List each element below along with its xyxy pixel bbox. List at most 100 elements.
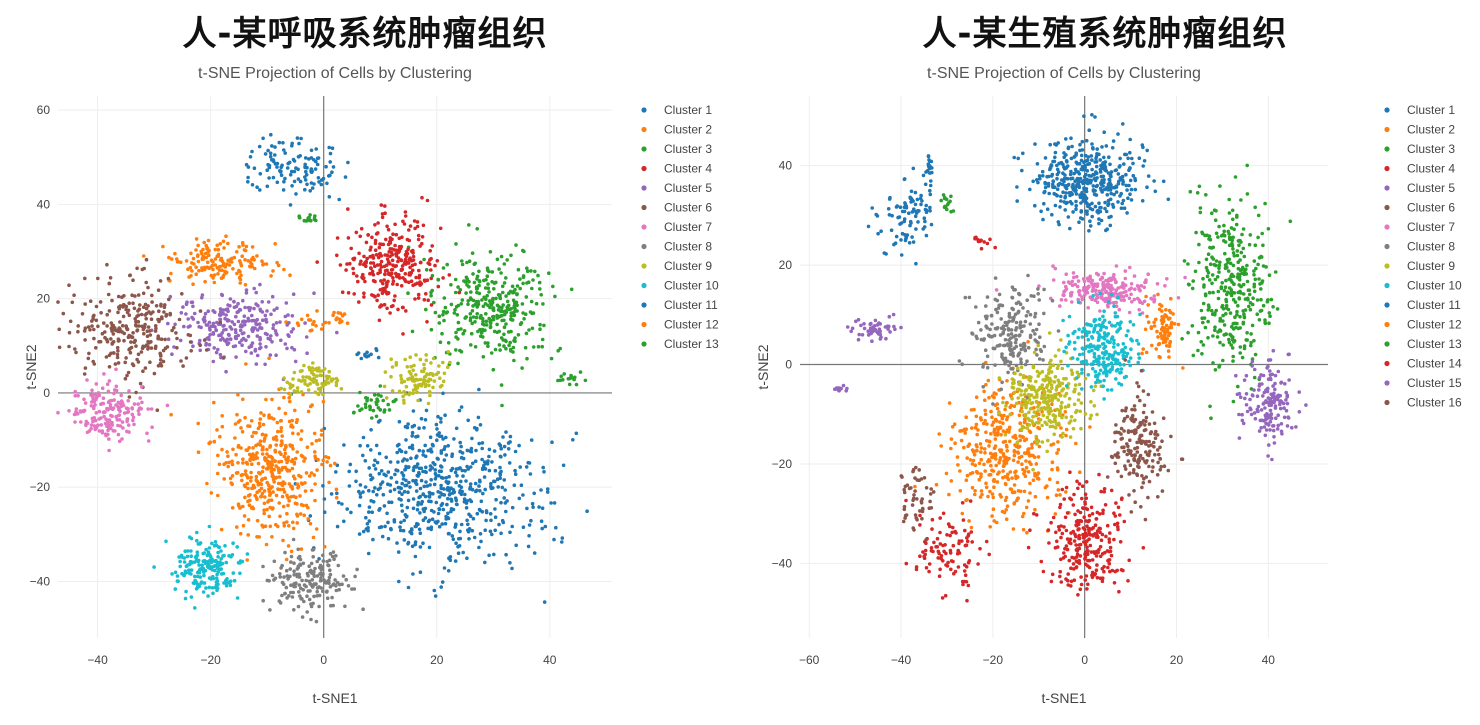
data-point bbox=[165, 345, 170, 349]
data-point bbox=[56, 410, 60, 415]
data-point bbox=[399, 284, 404, 288]
data-point bbox=[1127, 168, 1131, 172]
data-point bbox=[984, 481, 988, 486]
data-point bbox=[1098, 544, 1103, 549]
data-point bbox=[161, 359, 166, 364]
legend-entry[interactable]: Cluster 6 bbox=[664, 201, 712, 215]
legend-entry[interactable]: Cluster 7 bbox=[664, 220, 712, 234]
data-point bbox=[207, 585, 212, 590]
data-point bbox=[1209, 416, 1213, 421]
data-point bbox=[1084, 480, 1089, 484]
data-point bbox=[422, 278, 427, 283]
data-point bbox=[390, 365, 395, 369]
legend-entry[interactable]: Cluster 2 bbox=[664, 123, 712, 137]
data-point bbox=[1114, 185, 1119, 189]
data-point bbox=[209, 560, 214, 564]
data-point bbox=[105, 382, 110, 387]
data-point bbox=[423, 443, 428, 448]
legend-entry[interactable]: Cluster 11 bbox=[664, 298, 718, 312]
data-point bbox=[474, 315, 479, 320]
data-point bbox=[351, 271, 356, 276]
data-point bbox=[498, 465, 502, 470]
data-point bbox=[392, 248, 397, 252]
data-point bbox=[481, 355, 486, 359]
data-point bbox=[236, 319, 241, 324]
data-point bbox=[1012, 483, 1017, 487]
data-point bbox=[340, 319, 344, 324]
data-point bbox=[260, 477, 265, 481]
data-point bbox=[1113, 569, 1117, 574]
data-point bbox=[947, 401, 952, 405]
data-point bbox=[1256, 235, 1260, 240]
data-point bbox=[99, 402, 103, 407]
data-point bbox=[298, 512, 303, 516]
data-point bbox=[381, 492, 386, 497]
data-point bbox=[305, 445, 310, 450]
data-point bbox=[1238, 351, 1242, 355]
data-point bbox=[982, 389, 986, 394]
data-point bbox=[421, 369, 426, 374]
data-point bbox=[1090, 512, 1095, 516]
data-point bbox=[1226, 260, 1230, 265]
data-point bbox=[458, 348, 462, 353]
data-point bbox=[96, 324, 100, 329]
data-point bbox=[319, 428, 324, 433]
data-point bbox=[1001, 464, 1006, 469]
data-point bbox=[458, 449, 463, 454]
data-point bbox=[409, 456, 413, 461]
data-point bbox=[244, 162, 249, 167]
data-point bbox=[501, 338, 506, 342]
data-point bbox=[139, 312, 144, 317]
data-point bbox=[470, 436, 474, 441]
data-point bbox=[483, 328, 487, 333]
series-cluster-12 bbox=[332, 310, 350, 326]
data-point bbox=[255, 451, 259, 455]
data-point bbox=[274, 435, 278, 439]
legend-entry[interactable]: Cluster 1 bbox=[664, 103, 712, 117]
data-point bbox=[1233, 315, 1237, 320]
data-point bbox=[508, 561, 512, 565]
legend-entry[interactable]: Cluster 5 bbox=[664, 181, 712, 195]
data-point bbox=[89, 400, 94, 404]
data-point bbox=[886, 207, 891, 211]
legend-entry[interactable]: Cluster 12 bbox=[664, 318, 719, 332]
data-point bbox=[998, 458, 1002, 462]
legend-entry[interactable]: Cluster 9 bbox=[664, 259, 712, 273]
data-point bbox=[424, 480, 428, 484]
legend-entry[interactable]: Cluster 4 bbox=[664, 162, 712, 176]
data-point bbox=[219, 567, 223, 571]
data-point bbox=[286, 503, 290, 508]
data-point bbox=[1111, 139, 1116, 143]
data-point bbox=[293, 408, 297, 413]
data-point bbox=[220, 293, 225, 298]
data-point bbox=[282, 395, 286, 400]
legend-entry[interactable]: Cluster 8 bbox=[664, 240, 712, 254]
data-point bbox=[406, 377, 410, 382]
data-point bbox=[1062, 551, 1066, 555]
data-point bbox=[1113, 522, 1117, 527]
data-point bbox=[913, 484, 917, 489]
data-point bbox=[333, 578, 337, 582]
data-point bbox=[198, 348, 202, 353]
data-point bbox=[303, 156, 308, 160]
data-point bbox=[291, 292, 296, 297]
data-point bbox=[200, 563, 204, 567]
data-point bbox=[488, 305, 492, 310]
data-point bbox=[1042, 190, 1046, 195]
data-point bbox=[368, 248, 373, 252]
x-tick-label: 40 bbox=[1262, 653, 1276, 667]
data-point bbox=[432, 510, 436, 514]
data-point bbox=[89, 423, 94, 427]
data-point bbox=[512, 358, 516, 363]
data-point bbox=[332, 310, 336, 315]
data-point bbox=[273, 329, 278, 333]
legend-entry[interactable]: Cluster 3 bbox=[664, 142, 712, 156]
data-point bbox=[103, 330, 107, 334]
data-point bbox=[407, 480, 411, 485]
legend-entry[interactable]: Cluster 10 bbox=[664, 279, 719, 293]
data-point bbox=[1218, 184, 1222, 188]
data-point bbox=[1064, 490, 1068, 494]
data-point bbox=[911, 240, 916, 244]
data-point bbox=[898, 222, 902, 226]
legend-entry[interactable]: Cluster 13 bbox=[664, 337, 719, 351]
